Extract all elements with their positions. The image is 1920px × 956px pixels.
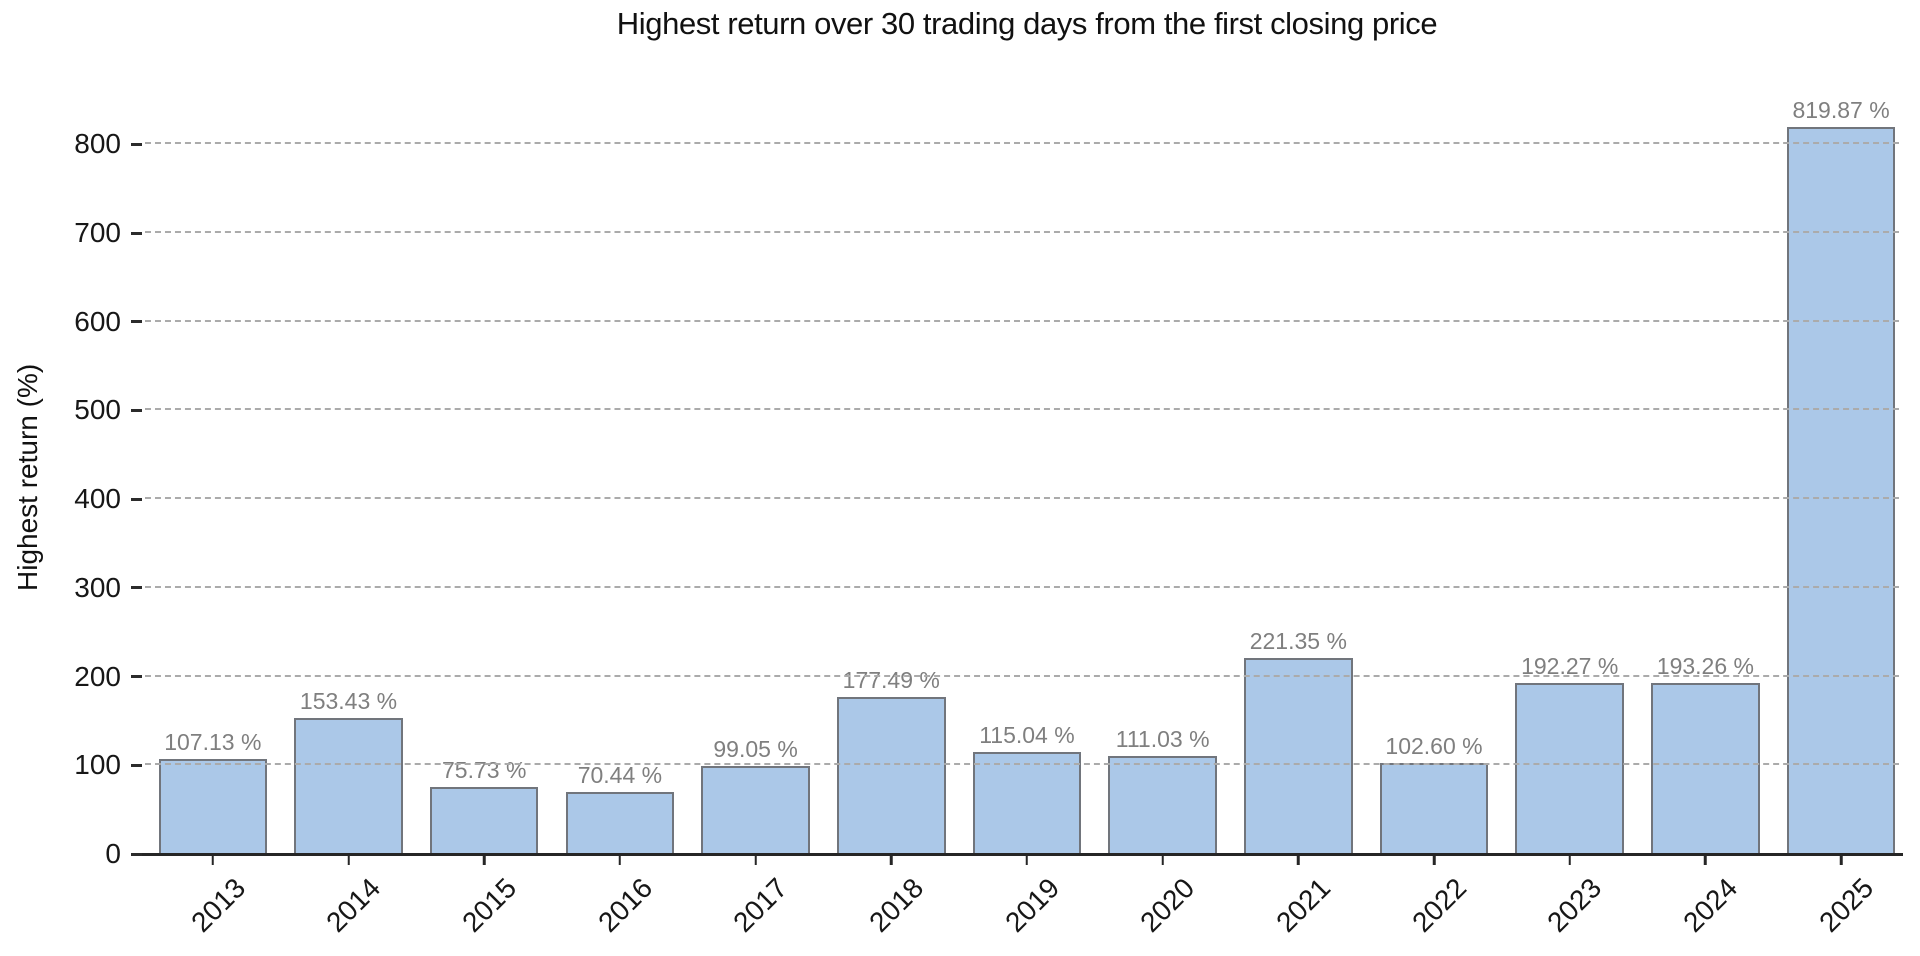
bar-value-label-2013: 107.13 % — [164, 728, 262, 755]
gridline-y400 — [145, 497, 1899, 500]
bar-slot-2019: 115.04 % 2019 — [959, 100, 1095, 938]
y-axis-label: Highest return (%) — [12, 363, 43, 591]
ytick-label-500: 500 — [74, 394, 121, 426]
xtick-label-2025: 2025 — [1813, 872, 1880, 938]
ytick-mark-300 — [131, 586, 142, 590]
bar-2021: 221.35 % — [1244, 628, 1353, 854]
bar-value-label-2025: 819.87 % — [1792, 96, 1890, 123]
bar-slot-2015: 75.73 % 2015 — [416, 100, 552, 938]
xtick-label-2014: 2014 — [320, 872, 387, 938]
bar-value-label-2015: 75.73 % — [442, 756, 527, 783]
bar-slot-2022: 102.60 % 2022 — [1366, 100, 1502, 938]
bar-2018: 177.49 % — [837, 667, 946, 854]
ytick-label-100: 100 — [74, 749, 121, 781]
ytick-label-800: 800 — [74, 128, 121, 160]
bar-2023: 192.27 % — [1515, 653, 1624, 854]
bar-slot-2014: 153.43 % 2014 — [281, 100, 417, 938]
xtick-mark-2024 — [1704, 854, 1707, 865]
ytick-mark-400 — [131, 497, 142, 501]
bar-value-label-2017: 99.05 % — [713, 736, 798, 763]
xtick-label-2023: 2023 — [1541, 872, 1608, 938]
xtick-label-2016: 2016 — [591, 872, 658, 938]
gridline-y100 — [145, 763, 1899, 766]
ytick-label-300: 300 — [74, 571, 121, 603]
bar-2020: 111.03 % — [1108, 726, 1217, 854]
plot-area: 107.13 % 2013 153.43 % 2014 75.73 % 2015 70.44… — [74, 97, 1909, 938]
xtick-mark-2015 — [482, 854, 486, 865]
bar-slot-2025: 819.87 % 2025 — [1773, 97, 1909, 938]
bar-slot-2016: 70.44 % 2016 — [552, 100, 688, 938]
bar-slot-2017: 99.05 % 2017 — [688, 100, 824, 938]
xtick-label-2020: 2020 — [1134, 872, 1201, 938]
ytick-mark-200 — [131, 675, 142, 679]
bar-2024: 193.26 % — [1651, 653, 1760, 854]
bar-slot-2021: 221.35 % 2021 — [1231, 100, 1367, 938]
bar-2017: 99.05 % — [701, 736, 810, 854]
gridline-y200 — [145, 674, 1899, 677]
xtick-mark-2019 — [1025, 854, 1029, 865]
bar-value-label-2020: 111.03 % — [1115, 725, 1210, 752]
xtick-mark-2013 — [211, 854, 215, 865]
bar-slot-2020: 111.03 % 2020 — [1095, 100, 1231, 938]
bar-slot-2018: 177.49 % 2018 — [823, 100, 959, 938]
ytick-mark-100 — [131, 763, 142, 767]
xtick-mark-2023 — [1568, 854, 1571, 865]
bar-value-label-2014: 153.43 % — [299, 687, 398, 714]
bar-2013: 107.13 % — [158, 729, 268, 854]
ytick-label-200: 200 — [74, 660, 121, 692]
ytick-label-600: 600 — [74, 305, 121, 337]
bar-value-label-2022: 102.60 % — [1385, 733, 1483, 759]
ytick-mark-700 — [131, 231, 142, 235]
gridline-y800 — [145, 142, 1899, 145]
gridline-y600 — [145, 319, 1899, 322]
bar-2015: 75.73 % — [429, 757, 539, 854]
bars-row: 107.13 % 2013 153.43 % 2014 75.73 % 2015 70.44… — [145, 97, 1909, 938]
bar-2016: 70.44 % — [565, 762, 675, 854]
ytick-mark-0 — [131, 852, 142, 856]
xtick-label-2024: 2024 — [1677, 872, 1744, 938]
bar-value-label-2021: 221.35 % — [1249, 627, 1347, 654]
xtick-label-2022: 2022 — [1405, 872, 1472, 938]
bar-2025: 819.87 % — [1786, 97, 1896, 854]
xtick-label-2017: 2017 — [727, 872, 794, 938]
xtick-mark-2016 — [618, 854, 622, 865]
chart-title: Highest return over 30 trading days from… — [616, 6, 1438, 41]
xtick-label-2018: 2018 — [863, 872, 930, 938]
ytick-mark-800 — [131, 142, 142, 146]
bar-2014: 153.43 % — [294, 688, 403, 854]
gridline-y700 — [145, 231, 1899, 234]
ytick-label-0: 0 — [105, 838, 121, 869]
xtick-mark-2020 — [1161, 854, 1164, 865]
xtick-label-2015: 2015 — [456, 872, 523, 938]
xtick-mark-2017 — [754, 854, 757, 865]
xtick-mark-2014 — [347, 854, 350, 865]
bar-value-label-2019: 115.04 % — [979, 721, 1075, 748]
xtick-mark-2021 — [1297, 854, 1300, 865]
gridline-y500 — [145, 408, 1899, 411]
ytick-label-700: 700 — [74, 217, 121, 249]
x-axis-line — [135, 852, 1903, 856]
xtick-label-2021: 2021 — [1270, 872, 1337, 938]
xtick-mark-2018 — [890, 854, 893, 865]
ytick-mark-500 — [131, 408, 142, 412]
bar-value-label-2018: 177.49 % — [842, 666, 940, 693]
xtick-mark-2025 — [1839, 854, 1843, 865]
bar-2019: 115.04 % — [972, 722, 1082, 854]
bar-slot-2024: 193.26 % 2024 — [1638, 100, 1774, 938]
bar-slot-2023: 192.27 % 2023 — [1502, 100, 1638, 938]
xtick-label-2013: 2013 — [184, 872, 251, 938]
bar-slot-2013: 107.13 % 2013 — [145, 100, 281, 938]
bar-value-label-2024: 193.26 % — [1656, 652, 1754, 679]
xtick-mark-2022 — [1432, 854, 1436, 865]
gridline-y300 — [145, 585, 1899, 588]
bar-value-label-2016: 70.44 % — [577, 761, 663, 788]
ytick-mark-600 — [131, 320, 142, 324]
xtick-label-2019: 2019 — [998, 872, 1065, 938]
ytick-label-400: 400 — [74, 483, 121, 515]
bar-2022: 102.60 % — [1379, 733, 1489, 854]
